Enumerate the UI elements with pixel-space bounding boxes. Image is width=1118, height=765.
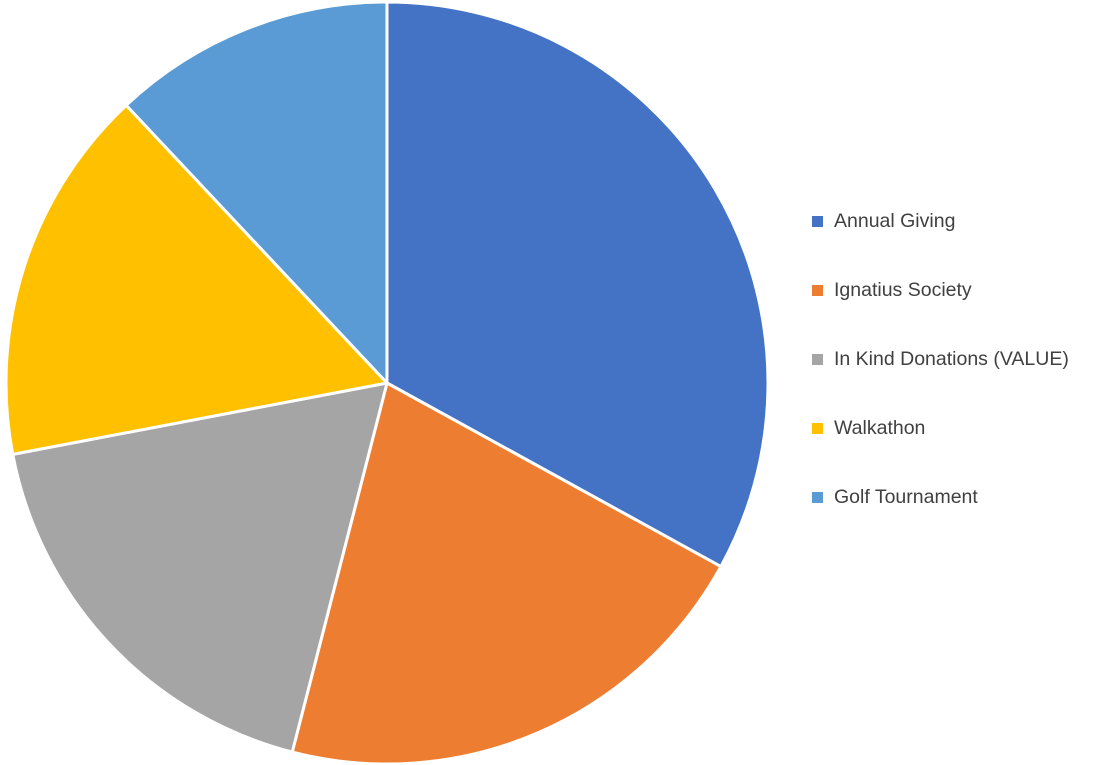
legend-item-in-kind-donations: In Kind Donations (VALUE)	[812, 341, 1118, 378]
pie-slice-walkathon	[4, 103, 389, 456]
legend-label: Golf Tournament	[834, 486, 978, 508]
pie-slice-in-kind-donations-value	[11, 381, 389, 754]
legend-swatch	[812, 216, 823, 227]
legend-label: Ignatius Society	[834, 279, 972, 301]
legend: Annual Giving Ignatius Society In Kind D…	[812, 203, 1118, 548]
legend-item-walkathon: Walkathon	[812, 410, 1118, 447]
pie-chart	[4, 0, 770, 765]
legend-swatch	[812, 285, 823, 296]
legend-item-golf-tournament: Golf Tournament	[812, 479, 1118, 516]
legend-label: Annual Giving	[834, 210, 956, 232]
legend-swatch	[812, 492, 823, 503]
legend-swatch	[812, 423, 823, 434]
legend-label: Walkathon	[834, 417, 926, 439]
pie-slice-ignatius-society	[290, 381, 723, 765]
legend-label: In Kind Donations (VALUE)	[834, 348, 1069, 370]
legend-item-annual-giving: Annual Giving	[812, 203, 1118, 240]
legend-item-ignatius-society: Ignatius Society	[812, 272, 1118, 309]
pie-slice-annual-giving	[385, 0, 770, 569]
pie-slice-golf-tournament	[124, 0, 389, 385]
legend-swatch	[812, 354, 823, 365]
